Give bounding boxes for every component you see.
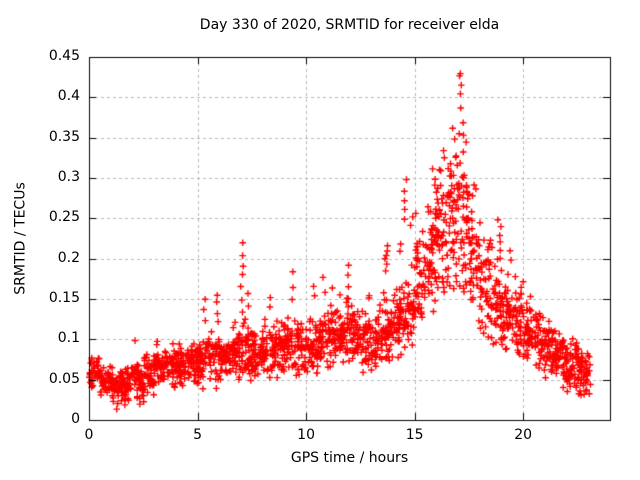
x-tick-label: 20	[514, 427, 533, 443]
y-tick-label: 0.05	[48, 370, 80, 387]
y-tick-label: 0.35	[48, 128, 80, 145]
x-tick-label: 10	[297, 427, 315, 443]
x-tick-label: 15	[405, 427, 424, 443]
y-tick-label: 0	[71, 411, 80, 427]
y-tick-label: 0.25	[48, 209, 80, 226]
x-tick-label: 0	[84, 427, 94, 443]
y-tick-label: 0.4	[57, 88, 80, 105]
x-tick-label: 5	[193, 427, 202, 443]
y-tick-label: 0.1	[57, 330, 80, 347]
y-tick-label: 0.2	[57, 249, 80, 266]
x-axis-label: GPS time / hours	[290, 450, 409, 466]
y-tick-label: 0.3	[57, 169, 80, 185]
y-tick-label: 0.15	[48, 290, 80, 306]
chart-title: Day 330 of 2020, SRMTID for receiver eld…	[199, 17, 500, 33]
y-axis-label: SRMTID / TECUs	[12, 182, 29, 295]
y-tick-label: 0.45	[48, 48, 80, 64]
